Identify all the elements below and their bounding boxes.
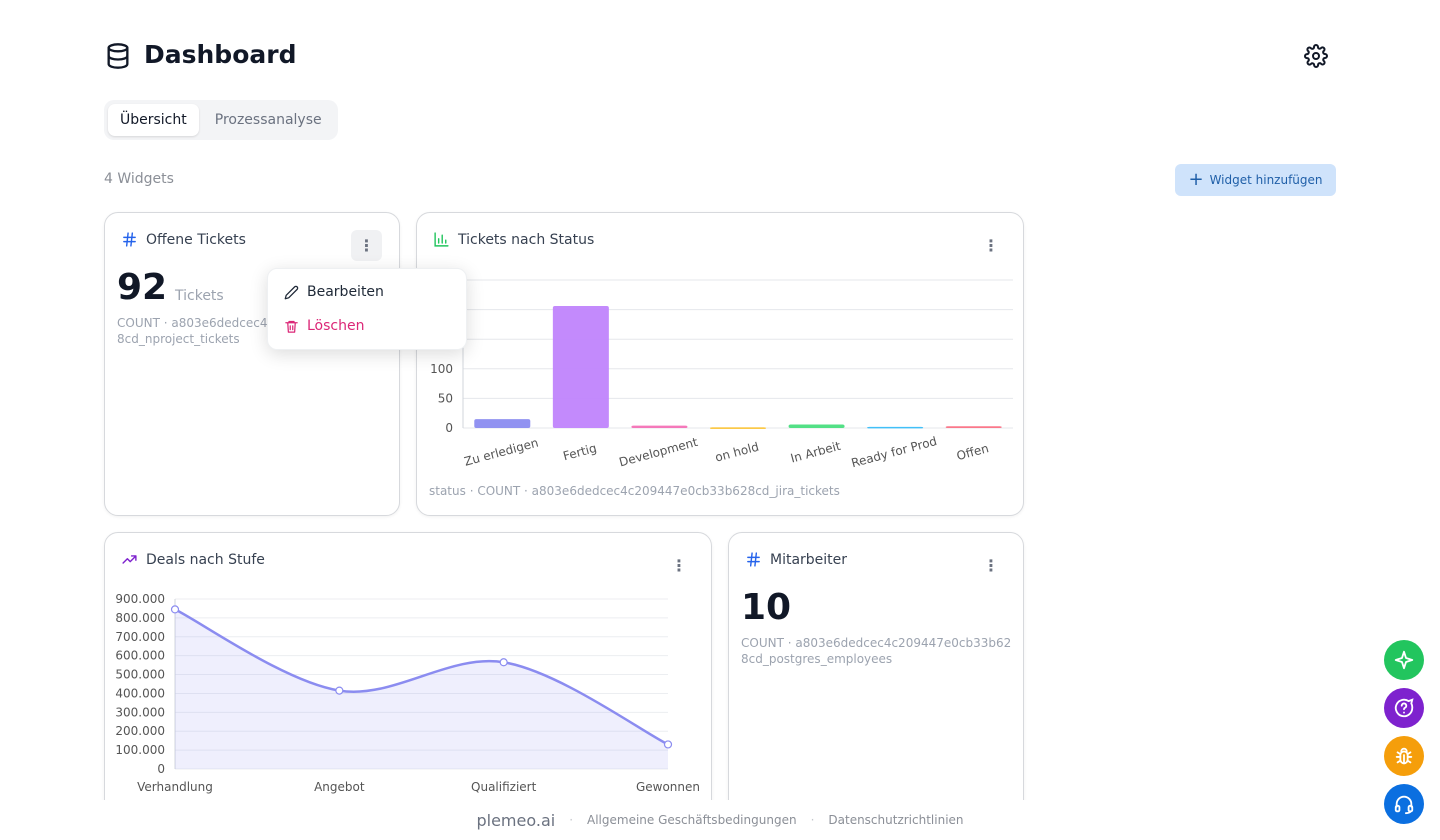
- edit-menu-item[interactable]: Bearbeiten: [284, 284, 384, 300]
- series-line: [174, 608, 669, 746]
- widget-menu-button[interactable]: ⋮: [671, 555, 687, 575]
- page-header: Dashboard: [104, 38, 1336, 74]
- x-tick-label: Ready for Prod: [850, 434, 939, 470]
- trending-up-icon: [122, 555, 137, 564]
- widget-header: Mitarbeiter: [745, 551, 847, 568]
- tab-overview[interactable]: Übersicht: [108, 104, 199, 136]
- pencil-icon: [284, 285, 299, 299]
- tab-process-analysis[interactable]: Prozessanalyse: [214, 112, 322, 128]
- data-point: [335, 686, 344, 695]
- ai-assistant-button[interactable]: [1384, 640, 1424, 680]
- add-widget-button[interactable]: + Widget hinzufügen: [1175, 164, 1336, 196]
- metric-unit: Tickets: [175, 288, 224, 304]
- data-point: [170, 605, 180, 614]
- terms-link[interactable]: Allgemeine Geschäftsbedingungen: [587, 813, 797, 827]
- y-tick-label: 0: [157, 762, 165, 776]
- y-tick-label: 50: [438, 391, 453, 405]
- bug-report-button[interactable]: [1384, 736, 1424, 776]
- metric-value: 92: [117, 267, 168, 308]
- tickets-status-bar-chart: 0 50 100 Zu erledigen Fertig Development on ho…: [430, 279, 1013, 470]
- plus-icon: +: [1188, 169, 1204, 190]
- footer-separator: ·: [569, 813, 574, 827]
- widget-title: Deals nach Stufe: [146, 551, 265, 568]
- bar: [945, 426, 1002, 428]
- footer-brand[interactable]: plemeo.ai: [476, 810, 556, 830]
- support-button[interactable]: [1384, 784, 1424, 824]
- y-tick-label: 800.000: [115, 611, 165, 625]
- bug-icon: [1395, 747, 1413, 765]
- delete-label: Löschen: [307, 318, 365, 334]
- y-tick-label: 400.000: [115, 686, 165, 700]
- widget-context-menu: Bearbeiten Löschen: [267, 268, 467, 350]
- x-tick-label: Offen: [955, 441, 990, 463]
- widget-title: Tickets nach Status: [458, 231, 595, 248]
- edit-label: Bearbeiten: [307, 284, 384, 300]
- privacy-link[interactable]: Datenschutzrichtlinien: [828, 813, 964, 827]
- bar: [788, 424, 845, 428]
- headset-icon: [1394, 795, 1414, 815]
- y-tick-label: 0: [445, 421, 453, 435]
- delete-menu-item[interactable]: Löschen: [284, 318, 364, 334]
- x-tick-label: Fertig: [561, 441, 598, 463]
- widget-title: Mitarbeiter: [770, 551, 848, 568]
- y-tick-label: 600.000: [115, 649, 165, 663]
- widget-employees: Mitarbeiter ⋮ 10 COUNT · a803e6dedcec4c2…: [728, 532, 1024, 822]
- x-tick-label: Zu erledigen: [463, 436, 540, 469]
- y-tick-label: 100.000: [115, 743, 165, 757]
- hash-icon: [747, 552, 760, 567]
- widget-header: Tickets nach Status: [433, 231, 594, 248]
- widget-menu-button[interactable]: ⋮: [351, 230, 382, 261]
- widget-meta: COUNT · a803e6dedcec4c209447e0cb33b628cd…: [741, 636, 1012, 666]
- x-tick-label: on hold: [714, 440, 761, 465]
- database-icon: [107, 43, 129, 69]
- y-tick-label: 700.000: [115, 630, 165, 644]
- bar: [552, 306, 609, 428]
- widget-header: Offene Tickets: [121, 231, 246, 248]
- page-title: Dashboard: [144, 40, 297, 69]
- help-chat-icon: [1394, 698, 1414, 718]
- area-fill: [175, 609, 668, 769]
- widget-title: Offene Tickets: [146, 231, 246, 248]
- y-tick-label: 900.000: [115, 592, 165, 606]
- x-tick-label: Angebot: [314, 780, 365, 794]
- bar: [474, 419, 531, 428]
- x-tick-label: Qualifiziert: [471, 780, 537, 794]
- widget-open-tickets: Offene Tickets ⋮ 92 Tickets COUNT · a803…: [104, 212, 400, 516]
- sparkle-icon: [1394, 650, 1414, 670]
- help-chat-button[interactable]: [1384, 688, 1424, 728]
- widget-deals-by-stage: Deals nach Stufe ⋮ 0 100.000 200.000 300.00…: [104, 532, 712, 822]
- x-tick-label: In Arbeit: [789, 439, 842, 466]
- metric-value: 10: [741, 587, 792, 628]
- y-tick-label: 100: [430, 362, 453, 376]
- footer-separator: ·: [810, 813, 815, 827]
- widget-menu-button[interactable]: ⋮: [983, 555, 999, 575]
- widget-header: Deals nach Stufe: [121, 551, 265, 568]
- x-tick-label: Gewonnen: [636, 780, 700, 794]
- y-tick-label: 300.000: [115, 705, 165, 719]
- y-tick-label: 500.000: [115, 668, 165, 682]
- x-tick-label: Development: [618, 435, 700, 470]
- widget-meta: status · COUNT · a803e6dedcec4c209447e0c…: [429, 484, 840, 498]
- widget-count: 4 Widgets: [104, 171, 174, 187]
- deals-stage-area-chart: 0 100.000 200.000 300.000 400.000 500.000 600.…: [115, 592, 700, 794]
- add-widget-label: Widget hinzufügen: [1209, 173, 1323, 187]
- y-tick-label: 200.000: [115, 724, 165, 738]
- hash-icon: [123, 232, 136, 247]
- page-footer: plemeo.ai · Allgemeine Geschäftsbedingun…: [0, 800, 1440, 840]
- bar-chart-icon: [434, 232, 449, 247]
- widget-menu-button[interactable]: ⋮: [983, 235, 999, 255]
- data-point: [499, 658, 508, 667]
- view-tabs: Übersicht Prozessanalyse: [104, 100, 338, 140]
- bar: [710, 427, 766, 429]
- x-tick-label: Verhandlung: [137, 780, 213, 794]
- trash-icon: [285, 320, 298, 333]
- widget-tickets-by-status: Tickets nach Status ⋮ 0 50 100 Zu erledigen…: [416, 212, 1024, 516]
- gear-icon[interactable]: [1304, 44, 1328, 68]
- bar: [867, 426, 924, 429]
- data-point: [663, 740, 673, 749]
- bar: [631, 425, 688, 428]
